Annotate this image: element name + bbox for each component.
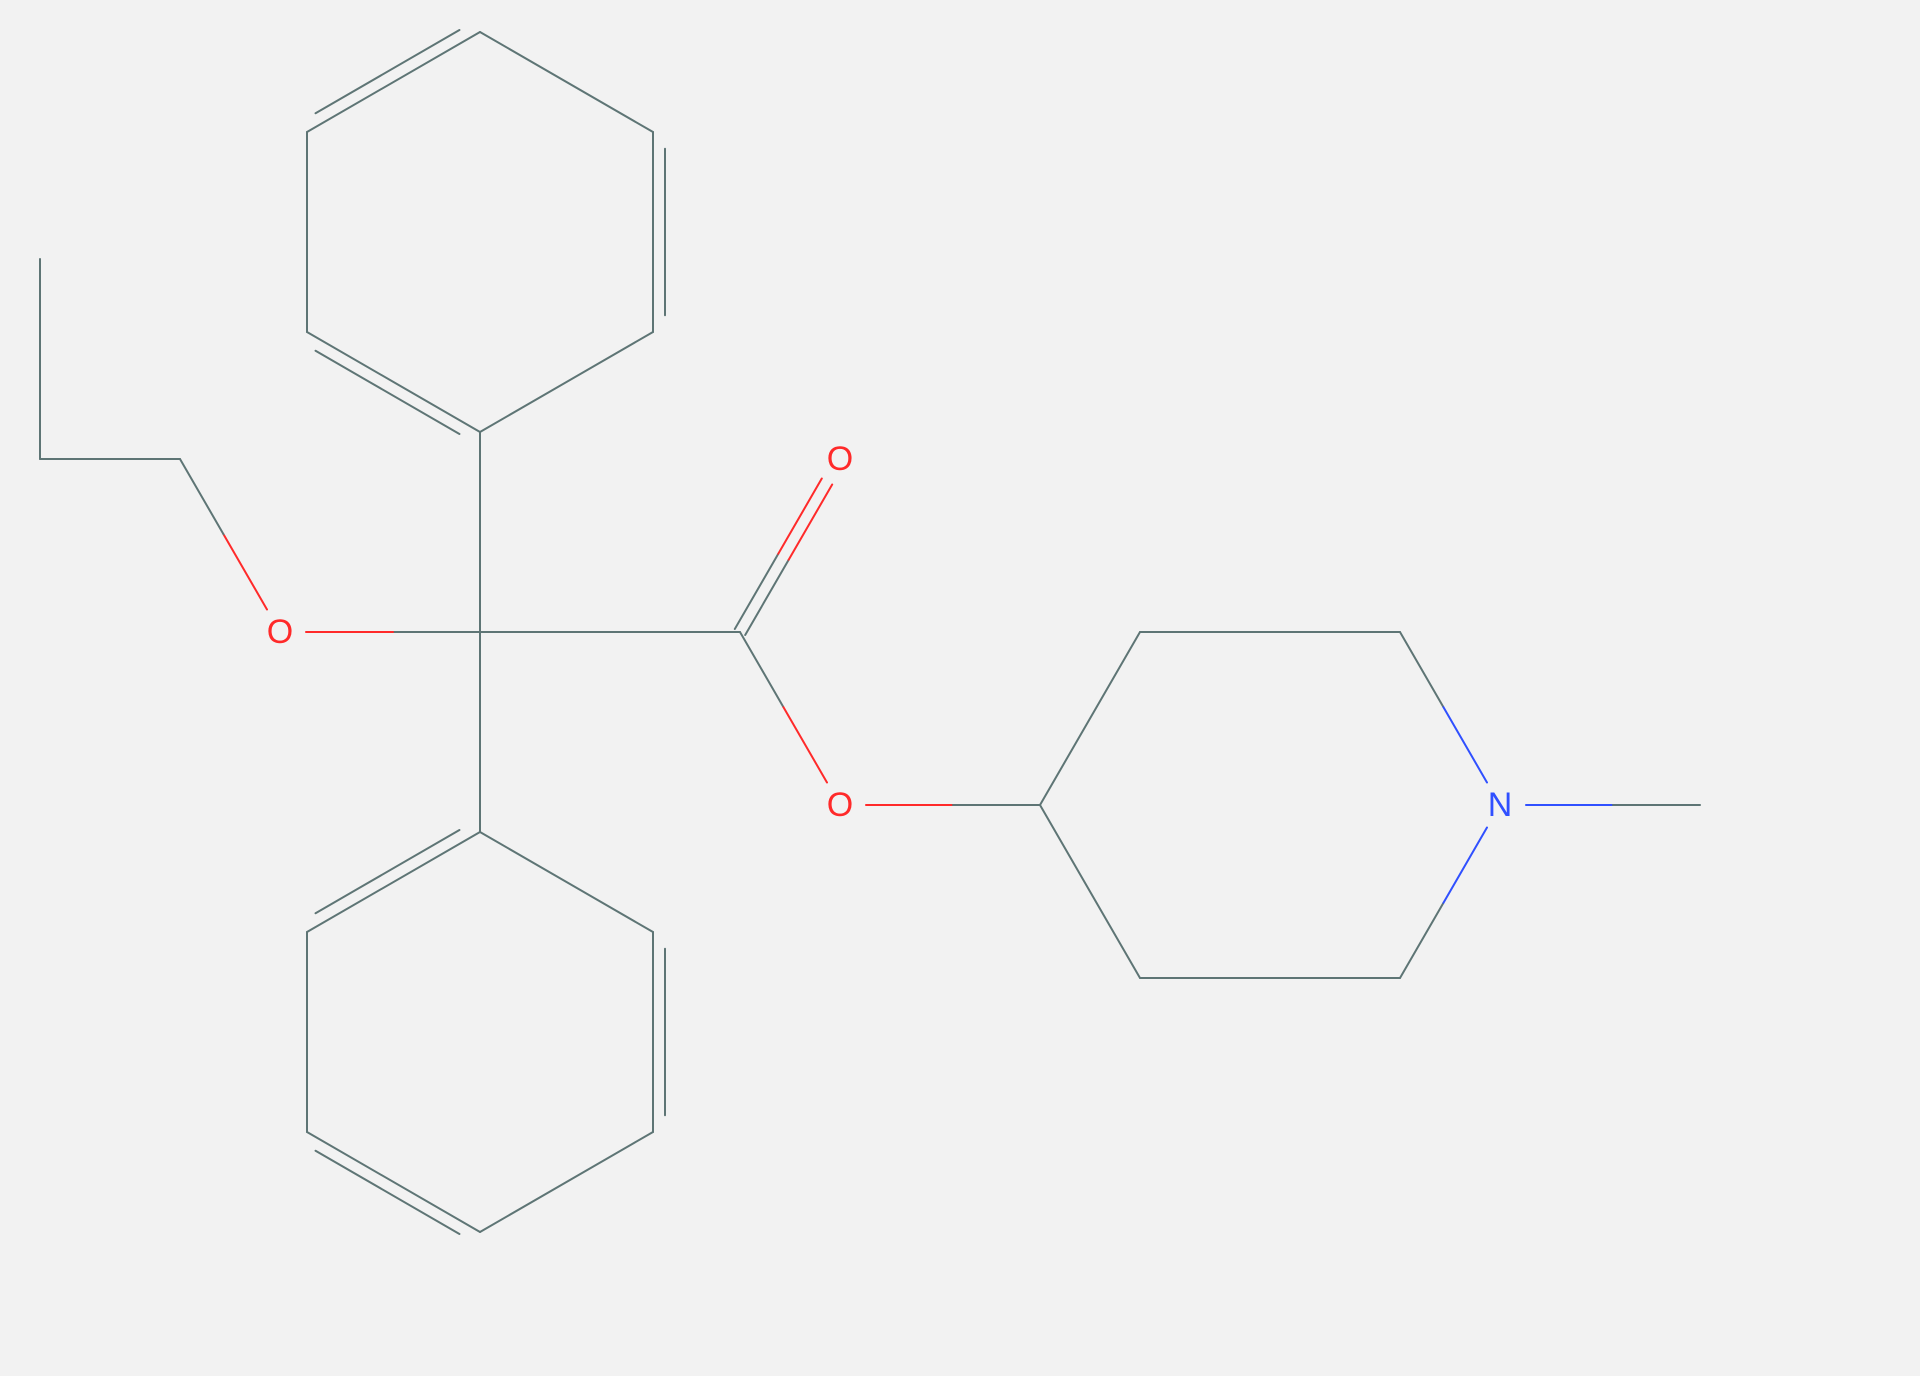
molecule-diagram: O O O N bbox=[0, 0, 1920, 1376]
atom-label-o: O bbox=[267, 613, 293, 651]
molecule-svg: O O O N bbox=[0, 0, 1920, 1376]
atom-label-o: O bbox=[827, 440, 853, 478]
atom-label-n: N bbox=[1488, 786, 1513, 824]
atom-label-o: O bbox=[827, 786, 853, 824]
